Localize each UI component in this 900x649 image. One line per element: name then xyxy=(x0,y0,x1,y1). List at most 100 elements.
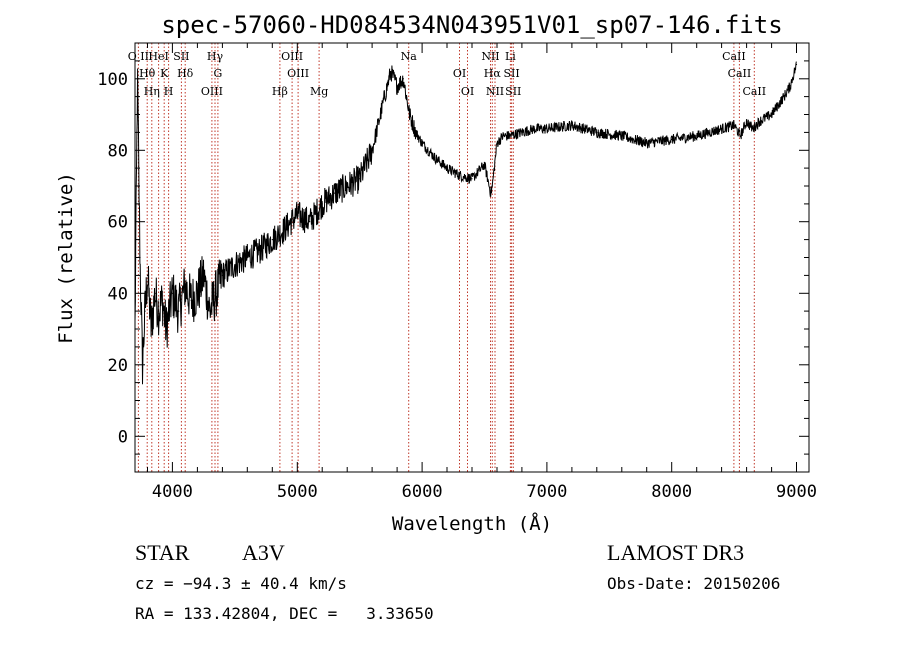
spectrum-point-51 xyxy=(546,128,548,130)
spectrum-point-31 xyxy=(371,149,373,151)
spectrum-point-38 xyxy=(421,142,423,144)
spectrum-point-6 xyxy=(150,328,152,330)
line-label-5: H xyxy=(164,85,174,98)
line-label-23: SII xyxy=(505,85,521,98)
line-label-14: Mg xyxy=(310,85,328,98)
observation-date: Obs-Date: 20150206 xyxy=(607,574,781,593)
x-tick-label-2: 6000 xyxy=(402,482,443,502)
spectrum-point-40 xyxy=(446,167,448,169)
spectrum-point-56 xyxy=(671,138,673,141)
spectrum-point-22 xyxy=(259,249,261,251)
spectrum-point-42 xyxy=(471,178,473,180)
spectrum-series xyxy=(134,61,798,385)
spectrum-point-62 xyxy=(752,128,754,130)
x-axis-label: Wavelength (Å) xyxy=(392,512,552,535)
spectrum-point-13 xyxy=(184,285,186,287)
survey-name: LAMOST DR3 xyxy=(607,540,745,565)
spectrum-point-17 xyxy=(209,310,211,312)
spectrum-point-59 xyxy=(733,124,735,126)
line-labels: O IIHθHηHeIKHSIIHδOIIIHγGHβOIIIOIIIMgNaO… xyxy=(128,50,766,98)
x-tick-label-5: 9000 xyxy=(776,482,817,502)
y-tick-label-2: 40 xyxy=(108,284,128,304)
line-label-26: CaII xyxy=(742,85,766,98)
spectrum-point-49 xyxy=(521,131,523,133)
spectrum-line-0 xyxy=(134,61,797,385)
spectrum-point-54 xyxy=(621,135,623,137)
line-label-21: Li xyxy=(505,50,516,63)
x-tick-label-4: 8000 xyxy=(651,482,692,502)
spectrum-point-18 xyxy=(215,292,217,294)
line-label-16: OI xyxy=(453,67,466,80)
spectrum-point-60 xyxy=(739,135,742,137)
line-label-11: Hβ xyxy=(272,85,288,98)
line-label-20: NII xyxy=(486,85,504,98)
line-label-1: Hθ xyxy=(139,67,156,80)
x-tick-label-0: 4000 xyxy=(152,482,193,502)
line-label-6: SII xyxy=(173,50,189,63)
x-tick-label-1: 5000 xyxy=(277,482,318,502)
spectrum-point-29 xyxy=(346,185,348,187)
spectrum-point-25 xyxy=(296,214,298,216)
spectrum-point-15 xyxy=(196,292,198,294)
line-label-12: OIII xyxy=(281,50,303,63)
spectrum-point-45 xyxy=(491,185,493,187)
line-label-24: CaII xyxy=(722,50,746,63)
spectrum-point-48 xyxy=(508,135,510,137)
line-label-18: NII xyxy=(481,50,499,63)
spectrum-point-55 xyxy=(646,142,648,144)
spectrum-point-33 xyxy=(390,71,392,73)
spectrum-point-26 xyxy=(309,221,311,223)
x-tick-label-3: 7000 xyxy=(526,482,567,502)
line-label-8: OIII xyxy=(201,85,223,98)
spectrum-point-63 xyxy=(758,121,760,123)
line-label-13: OIII xyxy=(287,67,309,80)
spectrum-point-35 xyxy=(402,78,404,80)
chart-title: spec-57060-HD084534N043951V01_sp07-146.f… xyxy=(161,11,782,39)
spectrum-point-12 xyxy=(178,310,180,312)
spectrum-point-43 xyxy=(483,164,486,166)
spectral-line-markers xyxy=(137,43,755,472)
spectrum-point-21 xyxy=(246,256,248,259)
object-class: STAR xyxy=(135,540,190,565)
line-label-2: Hη xyxy=(144,85,160,98)
spectrum-point-36 xyxy=(409,113,411,116)
line-label-4: K xyxy=(160,67,169,80)
y-tick-label-4: 80 xyxy=(108,141,128,161)
spectrum-point-28 xyxy=(334,192,336,194)
spectrum-point-61 xyxy=(746,121,748,123)
spectrum-point-34 xyxy=(396,85,398,87)
line-label-3: HeI xyxy=(148,50,168,63)
y-axis-label: Flux (relative) xyxy=(55,172,77,344)
line-label-7: Hδ xyxy=(177,67,194,80)
spectrum-point-57 xyxy=(696,135,698,137)
line-label-22: SII xyxy=(503,67,519,80)
spectrum-point-37 xyxy=(415,131,417,133)
spectrum-point-11 xyxy=(171,292,173,294)
spectrum-point-66 xyxy=(789,85,791,87)
spectrum-point-23 xyxy=(271,239,273,241)
y-tick-label-0: 0 xyxy=(118,427,128,447)
spectrum-point-30 xyxy=(359,178,361,180)
spectrum-point-65 xyxy=(783,96,785,98)
spectrum-point-14 xyxy=(190,299,192,301)
y-tick-label-5: 100 xyxy=(97,70,128,90)
spectrum-point-32 xyxy=(384,96,386,98)
spectrum-point-9 xyxy=(161,299,164,301)
spectrum-point-67 xyxy=(795,63,798,66)
spectrum-point-64 xyxy=(771,113,773,116)
spectrum-point-50 xyxy=(533,128,536,130)
spectrum-point-5 xyxy=(146,274,149,276)
line-label-19: Hα xyxy=(484,67,502,80)
line-label-9: Hγ xyxy=(207,50,224,63)
spectrum-point-10 xyxy=(165,328,167,330)
spectrum-point-44 xyxy=(490,192,492,194)
spectrum-point-8 xyxy=(158,310,160,312)
spectrum-point-39 xyxy=(434,156,436,158)
spectrum-point-20 xyxy=(234,264,236,266)
y-tick-label-3: 60 xyxy=(108,213,128,233)
spectrum-point-19 xyxy=(221,274,223,276)
line-label-0: O II xyxy=(128,50,149,63)
spectrum-point-24 xyxy=(284,228,286,230)
